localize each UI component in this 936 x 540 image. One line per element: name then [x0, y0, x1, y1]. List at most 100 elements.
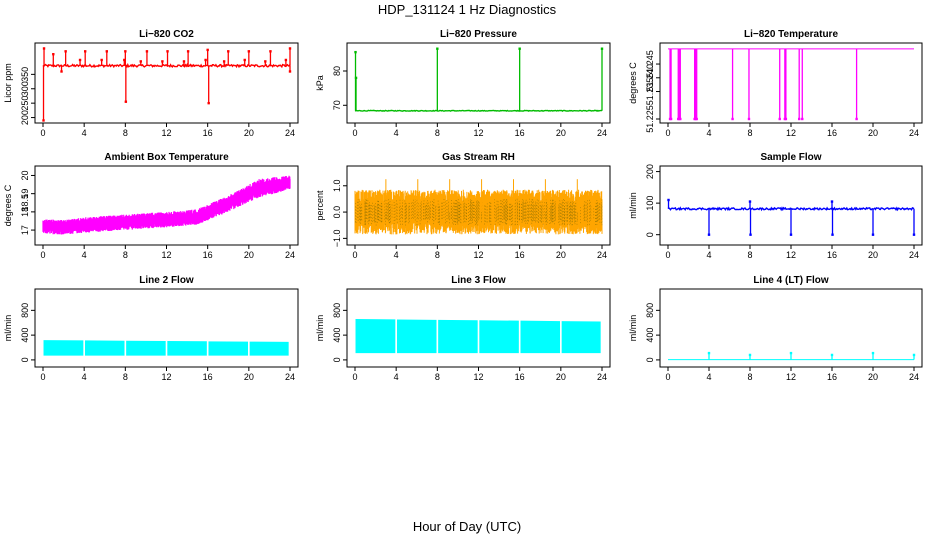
panel-0-y-tick-label: 250 [20, 96, 30, 111]
panel-0-spike-point [288, 47, 292, 50]
panel-0-spike-point [83, 50, 87, 53]
panel-4-y-label: percent [315, 190, 325, 221]
panel-8-spike-point [871, 351, 875, 355]
panel-1-x-tick-label: 0 [352, 128, 357, 138]
panel-1-x-tick-label: 4 [394, 128, 399, 138]
panel-0-x-tick-label: 8 [123, 128, 128, 138]
panel-6-x-tick-label: 16 [203, 372, 213, 382]
panel-3-frame [34, 165, 299, 246]
panel-2-y-tick-label: 51.235 [645, 78, 655, 106]
panel-8-spike-point [912, 353, 916, 357]
panel-7-y-tick-label: 400 [332, 328, 342, 343]
panel-6-y-tick-label: 0 [20, 357, 30, 362]
panel-7-y-label: ml/min [315, 315, 325, 342]
panel-5-plot-area [667, 198, 916, 236]
panel-2-y-tick-label: 51.245 [645, 50, 655, 78]
panel-3-series [42, 175, 291, 235]
panel-3-x-tick-label: 12 [161, 250, 171, 260]
panel-2-spike-point [669, 117, 673, 121]
panel-8-spike-point [707, 351, 711, 355]
panel-4-x-tick-label: 24 [597, 250, 607, 260]
panel-4-title: Gas Stream RH [442, 152, 515, 163]
panel-2-spike-point [778, 117, 781, 121]
panel-2-x-tick-label: 24 [909, 128, 919, 138]
panel-3-x-tick-label: 8 [123, 250, 128, 260]
panel-4-y-tick-label: −1.0 [332, 229, 342, 247]
panel-5-spike-point [667, 198, 670, 202]
panel-7-y-tick-label: 0 [332, 357, 342, 362]
panel-6-x-tick-label: 8 [123, 372, 128, 382]
panel-2-x-tick-label: 16 [827, 128, 837, 138]
panel-0-y-tick-label: 200 [20, 110, 30, 125]
panel-1: Li−820 Pressure 0 4 8 12 16 20 24 70 80 kPa [315, 29, 611, 138]
panel-0-x-tick-label: 16 [203, 128, 213, 138]
panel-4-x-tick-label: 12 [473, 250, 483, 260]
panel-1-x-tick-label: 12 [473, 128, 483, 138]
panel-1-plot-area [354, 47, 604, 112]
panel-0-x-tick-label: 24 [285, 128, 295, 138]
panel-3-y-tick-label: 18.5 [20, 194, 30, 212]
panel-0-spike-point [42, 47, 46, 50]
panel-7-x-tick-label: 0 [352, 372, 357, 382]
panel-8-spike-point [830, 353, 834, 357]
panel-0-spike-point [139, 60, 142, 63]
panel-8-y-tick-label: 0 [645, 357, 655, 362]
panel-1-series [354, 109, 603, 112]
panel-7-x-tick-label: 20 [556, 372, 566, 382]
panel-7-x-tick-label: 8 [435, 372, 440, 382]
panel-1-spike-point [518, 47, 521, 50]
panel-5-x-tick-label: 4 [706, 250, 711, 260]
panel-7-block [396, 319, 437, 354]
panel-1-y-label: kPa [315, 75, 325, 91]
panel-3-y-tick-label: 18 [20, 207, 30, 217]
panel-0-spike-point [269, 50, 272, 53]
panel-6: Line 2 Flow 0 4 8 12 16 20 24 0 400 800 ml/min [3, 275, 299, 382]
panel-0-spike-point [247, 50, 251, 53]
panel-8-spike-point [789, 351, 793, 355]
panel-6-y-label: ml/min [3, 315, 13, 342]
panel-2-x-tick-label: 4 [706, 128, 711, 138]
panel-6-block [84, 340, 125, 356]
panel-1-x-tick-label: 16 [515, 128, 525, 138]
panel-0-spike-point [222, 60, 226, 63]
panel-2-frame [659, 42, 923, 124]
panel-0-spike-point [206, 48, 209, 52]
panel-4-x-tick-label: 16 [515, 250, 525, 260]
panel-3-y-tick-label: 17 [20, 225, 30, 235]
panel-2: Li−820 Temperature 0 4 8 12 16 20 24 51.22551.23… [628, 29, 923, 138]
panel-4-x-tick-label: 8 [435, 250, 440, 260]
panel-2-x-tick-label: 8 [747, 128, 752, 138]
panel-0-y-tick-label: 350 [20, 67, 30, 82]
panel-1-spike-point [354, 50, 357, 54]
panel-8-spike-point [748, 353, 752, 357]
panel-7-block [561, 321, 601, 354]
panel-5-spike-point [707, 233, 711, 236]
panel-2-plot-area [668, 48, 914, 121]
panel-0-spike-point [105, 50, 109, 53]
panel-5-x-tick-label: 0 [665, 250, 670, 260]
panel-2-spike-point [784, 117, 788, 121]
panel-7-block [520, 320, 561, 354]
panel-2-x-tick-label: 12 [786, 128, 796, 138]
panel-6-block [249, 341, 289, 356]
panel-7-block [479, 320, 519, 354]
panel-7-title: Line 3 Flow [451, 275, 506, 286]
panel-8-x-tick-label: 8 [747, 372, 752, 382]
panel-5-x-tick-label: 20 [868, 250, 878, 260]
figure-x-label: Hour of Day (UTC) [413, 519, 521, 534]
panel-1-y-tick-label: 70 [332, 100, 342, 110]
panel-5-y-tick-label: 100 [645, 196, 655, 211]
panel-5-spike-point [830, 200, 834, 203]
panel-0-spike-point [42, 119, 45, 122]
panel-0-spike-point [52, 53, 55, 56]
panel-8-x-tick-label: 16 [827, 372, 837, 382]
panel-4-x-tick-label: 4 [394, 250, 399, 260]
panel-6-block [43, 340, 84, 356]
panel-3-x-tick-label: 16 [203, 250, 213, 260]
panel-5-spike-point [912, 233, 916, 236]
panel-4-plot-area [354, 179, 603, 235]
panel-6-y-tick-label: 400 [20, 328, 30, 343]
panel-0-plot-area [42, 47, 292, 122]
panel-0-spike-point [288, 70, 292, 73]
